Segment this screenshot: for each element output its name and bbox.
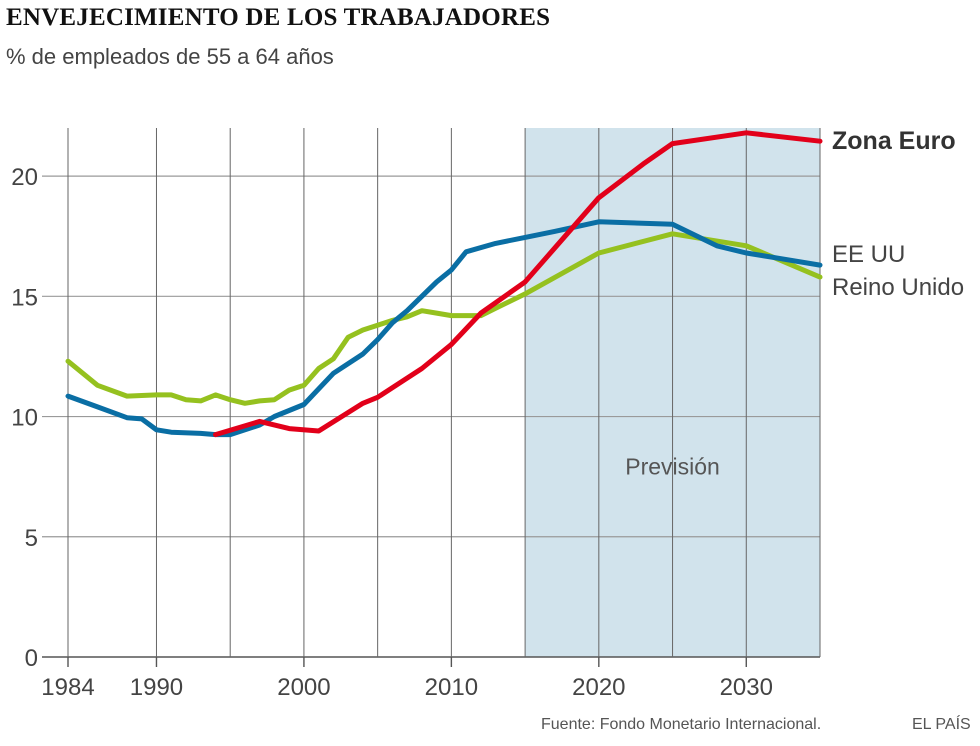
x-tick-label-2000: 2000 — [277, 674, 330, 701]
series-line-reino-unido — [65, 231, 823, 406]
x-tick-label-1990: 1990 — [130, 674, 183, 701]
y-tick-label-10: 10 — [11, 405, 38, 432]
y-tick-label-20: 20 — [11, 164, 38, 191]
series-label-ee-uu: EE UU — [832, 241, 905, 268]
x-tick-label-1984: 1984 — [41, 674, 94, 701]
x-tick-label-2010: 2010 — [425, 674, 478, 701]
forecast-label: Previsión — [625, 453, 720, 479]
y-tick-label-5: 5 — [25, 525, 38, 552]
brand-label: EL PAÍS — [912, 716, 971, 733]
x-tick-label-2020: 2020 — [572, 674, 625, 701]
series-line-zona-euro — [213, 130, 823, 438]
series-label-zona-euro: Zona Euro — [832, 127, 956, 155]
source-note: Fuente: Fondo Monetario Internacional. — [541, 716, 822, 733]
x-tick-label-2030: 2030 — [720, 674, 773, 701]
y-tick-label-0: 0 — [25, 645, 38, 672]
y-tick-label-15: 15 — [11, 284, 38, 311]
series-line-ee-uu — [65, 219, 823, 438]
series-label-reino-unido: Reino Unido — [832, 274, 964, 301]
chart-title: ENVEJECIMIENTO DE LOS TRABAJADORES — [6, 4, 551, 31]
chart-subtitle: % de empleados de 55 a 64 años — [6, 44, 334, 69]
